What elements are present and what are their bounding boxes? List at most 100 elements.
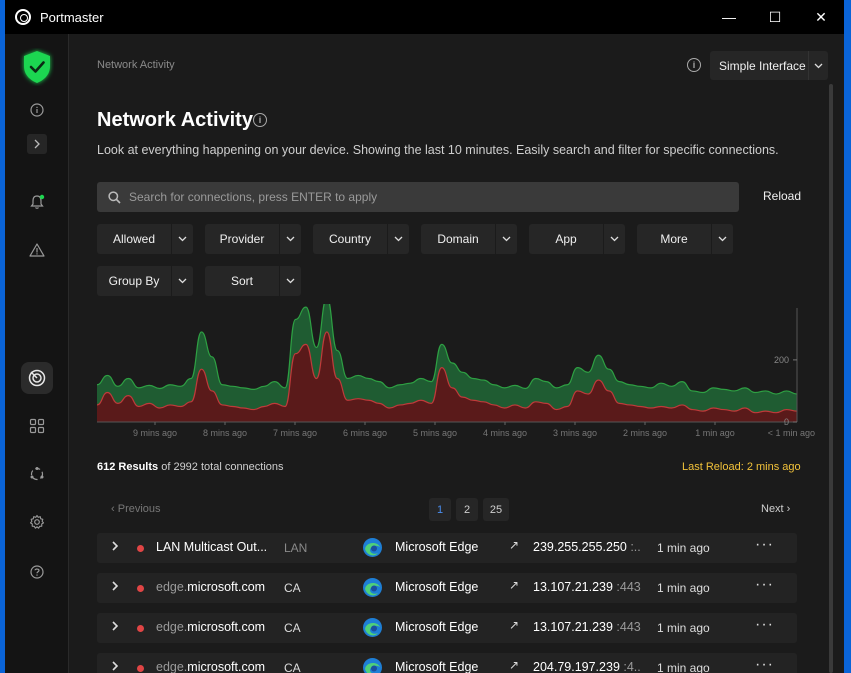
sidebar-item-network-activity[interactable] — [21, 362, 53, 394]
chart-line-series-0 — [97, 304, 798, 395]
connection-row[interactable]: edge.microsoft.com CA Microsoft Edge ↗ 1… — [97, 573, 797, 603]
page-button-2[interactable]: 2 — [456, 498, 478, 521]
chart-x-tick-label: 4 mins ago — [483, 428, 527, 438]
scrollbar[interactable] — [829, 84, 833, 673]
connection-app: Microsoft Edge — [395, 580, 479, 594]
maximize-button[interactable]: ☐ — [768, 8, 782, 25]
outgoing-arrow-icon: ↗ — [509, 658, 520, 672]
outgoing-arrow-icon: ↗ — [509, 578, 520, 592]
chevron-down-icon — [279, 224, 301, 254]
more-actions-icon[interactable]: ··· — [755, 616, 774, 633]
sidebar — [5, 34, 69, 673]
previous-label: Previous — [117, 503, 161, 515]
outgoing-arrow-icon: ↗ — [509, 538, 520, 552]
filter-app[interactable]: App — [529, 224, 625, 254]
filter-label: More — [660, 232, 688, 246]
connection-ip: 13.107.21.239 :443 — [533, 580, 641, 594]
minimize-button[interactable]: — — [722, 9, 736, 25]
chevron-down-icon — [279, 266, 301, 296]
search-bar — [97, 182, 739, 212]
expand-chevron-icon[interactable] — [111, 581, 119, 594]
filter-group-by[interactable]: Group By — [97, 266, 193, 296]
connection-time: 1 min ago — [657, 621, 710, 635]
expand-chevron-icon[interactable] — [111, 541, 119, 554]
connection-ip: 13.107.21.239 :443 — [533, 620, 641, 634]
chart-line-series-1 — [97, 331, 798, 414]
info-icon[interactable]: i — [253, 113, 267, 127]
network-icon[interactable] — [25, 462, 49, 486]
portmaster-logo-icon — [15, 9, 31, 25]
warning-icon[interactable] — [25, 238, 49, 262]
more-actions-icon[interactable]: ··· — [755, 576, 774, 593]
chart-x-tick-label: 7 mins ago — [273, 428, 317, 438]
chart-x-tick-label: 8 mins ago — [203, 428, 247, 438]
chart-area-series-0 — [97, 304, 797, 422]
filter-more[interactable]: More — [637, 224, 733, 254]
more-actions-icon[interactable]: ··· — [755, 536, 774, 553]
chart-x-tick-label: 1 min ago — [695, 428, 735, 438]
connection-domain: edge.microsoft.com — [156, 620, 266, 634]
outgoing-arrow-icon: ↗ — [509, 618, 520, 632]
results-total: of 2992 total connections — [161, 461, 284, 473]
filter-label: Allowed — [112, 232, 156, 246]
apps-grid-icon[interactable] — [25, 414, 49, 438]
last-reload-status: Last Reload: 2 mins ago — [682, 461, 801, 473]
info-icon[interactable] — [25, 98, 49, 122]
chart-x-tick-label: 3 mins ago — [553, 428, 597, 438]
connection-row[interactable]: edge.microsoft.com CA Microsoft Edge ↗ 1… — [97, 613, 797, 643]
connection-row[interactable]: LAN Multicast Out... LAN Microsoft Edge … — [97, 533, 797, 563]
reload-button[interactable]: Reload — [763, 189, 802, 203]
chevron-left-icon: ‹ — [111, 503, 118, 515]
interface-mode-dropdown[interactable]: Simple Interface — [710, 51, 828, 80]
chevron-down-icon — [808, 51, 828, 80]
filter-label: Provider — [219, 232, 265, 246]
help-icon[interactable] — [25, 560, 49, 584]
chevron-down-icon — [171, 224, 193, 254]
filter-allowed[interactable]: Allowed — [97, 224, 193, 254]
chevron-down-icon — [711, 224, 733, 254]
microsoft-edge-icon — [363, 578, 382, 597]
connection-ip: 239.255.255.250 :... — [533, 540, 641, 554]
expand-chevron-icon[interactable] — [111, 621, 119, 634]
chevron-right-icon: › — [783, 503, 791, 515]
bell-icon[interactable] — [25, 190, 49, 214]
previous-page-button[interactable]: ‹ Previous — [111, 503, 161, 515]
page-button-1[interactable]: 1 — [429, 498, 451, 521]
chart-x-tick-label: 2 mins ago — [623, 428, 667, 438]
main-content: Network Activity i Simple Interface Netw… — [70, 34, 844, 673]
page-button-25[interactable]: 25 — [483, 498, 509, 521]
filter-provider[interactable]: Provider — [205, 224, 301, 254]
results-summary: 612 Results of 2992 total connections — [97, 461, 284, 473]
connection-scope: CA — [284, 621, 301, 635]
microsoft-edge-icon — [363, 538, 382, 557]
chevron-right-icon[interactable] — [27, 134, 47, 154]
info-icon[interactable]: i — [687, 58, 701, 72]
blocked-status-dot — [137, 585, 144, 592]
filter-domain[interactable]: Domain — [421, 224, 517, 254]
more-actions-icon[interactable]: ··· — [755, 656, 774, 673]
interface-mode-label: Simple Interface — [719, 58, 806, 73]
connection-scope: LAN — [284, 541, 308, 555]
filter-label: Sort — [230, 274, 253, 288]
gear-icon[interactable] — [25, 510, 49, 534]
filter-sort[interactable]: Sort — [205, 266, 301, 296]
connection-time: 1 min ago — [657, 661, 710, 673]
next-page-button[interactable]: Next › — [761, 503, 790, 515]
connection-row[interactable]: edge.microsoft.com CA Microsoft Edge ↗ 2… — [97, 653, 797, 673]
chart-x-tick-label: 6 mins ago — [343, 428, 387, 438]
close-button[interactable]: ✕ — [815, 8, 827, 25]
connection-activity-chart[interactable]: 200 0 9 mins ago 8 mins ago 7 mins ago 6 mins… — [97, 304, 817, 444]
filter-label: App — [555, 232, 577, 246]
expand-chevron-icon[interactable] — [111, 661, 119, 673]
app-title: Portmaster — [40, 9, 104, 25]
search-icon — [108, 190, 121, 204]
search-input[interactable] — [129, 190, 709, 204]
chevron-down-icon — [171, 266, 193, 296]
connection-domain: LAN Multicast Out... — [156, 540, 268, 554]
chevron-down-icon — [387, 224, 409, 254]
app-window: Portmaster — ☐ ✕ — [5, 0, 844, 673]
shield-check-icon[interactable] — [20, 48, 54, 86]
results-count: 612 Results — [97, 461, 159, 473]
filter-country[interactable]: Country — [313, 224, 409, 254]
chevron-down-icon — [603, 224, 625, 254]
